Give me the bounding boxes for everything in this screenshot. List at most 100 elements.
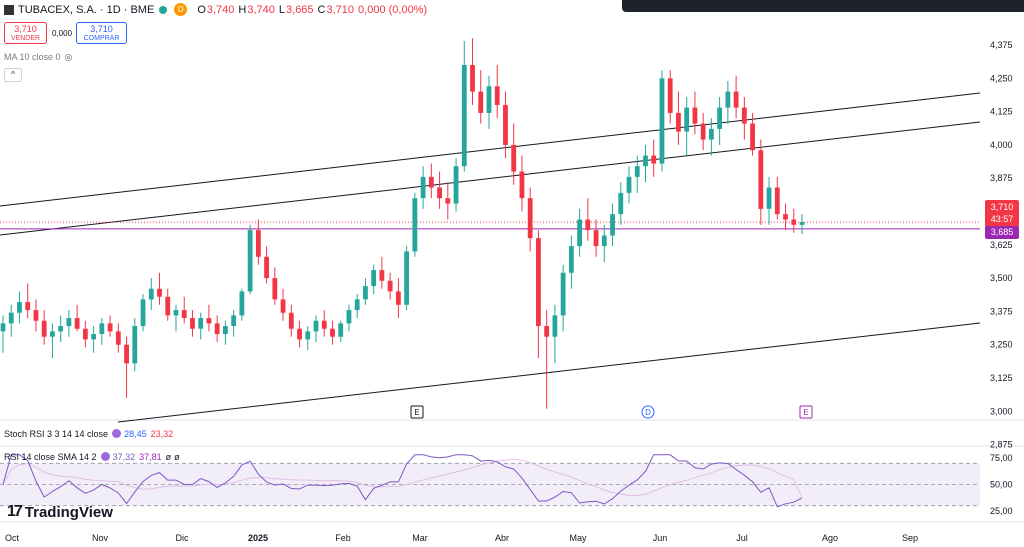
candle-body [560, 272, 566, 316]
last-price: 3,710 [990, 202, 1014, 212]
candle-body [708, 128, 714, 140]
candle-body [766, 187, 772, 209]
low-label: L [278, 3, 286, 16]
candle-body [750, 123, 755, 151]
dividend-marker [641, 405, 655, 419]
candle-body [387, 280, 393, 292]
candle-body [338, 323, 344, 337]
candle-body [395, 291, 401, 305]
rsi-legend[interactable]: RSI 14 close SMA 14 2 37,32 37,81 ø ø [4, 452, 183, 462]
sell-price: 3,710 [14, 24, 37, 34]
time-tick: Jul [736, 533, 748, 543]
candle-body [115, 331, 121, 345]
candle-body [165, 296, 171, 316]
spread-value: 0,000 [52, 29, 73, 38]
tradingview-mark-icon: 17 [7, 503, 23, 520]
candle-body [634, 166, 640, 177]
candle-body [58, 326, 64, 332]
candle-body [50, 331, 55, 337]
sell-label: VENDER [10, 35, 41, 42]
tradingview-logo[interactable]: 17 TradingView [7, 503, 113, 521]
countdown: 43:57 [990, 214, 1014, 224]
candle-body [486, 86, 492, 113]
candle-body [17, 302, 22, 313]
candle-body [676, 112, 681, 132]
indicator-settings-icon[interactable] [100, 452, 110, 461]
low-value: 3,665 [286, 3, 314, 16]
candle-body [198, 318, 204, 329]
candle-body [651, 155, 657, 164]
candle-body [659, 78, 665, 164]
candle-body [478, 91, 484, 113]
candle-body [272, 278, 278, 300]
candle-body [124, 344, 129, 364]
candle-body [684, 107, 690, 132]
indicator-settings-icon[interactable] [112, 429, 122, 438]
price-tick: 4,375 [990, 40, 1013, 50]
delay-badge[interactable]: D [174, 3, 188, 16]
candle-body [223, 326, 228, 335]
rsi-sma-line [2, 458, 803, 498]
stoch-d-value: 23,32 [150, 429, 174, 439]
candle-body [91, 334, 97, 340]
symbol-header: TUBACEX, S.A. · 1D · BME D O 3,740 H 3,740… [4, 3, 431, 16]
candle-body [527, 198, 533, 239]
candle-body [181, 310, 187, 319]
candle-body [420, 176, 426, 199]
time-tick: Sep [902, 533, 918, 543]
time-tick: Ago [822, 533, 838, 543]
price-tick: 3,125 [990, 373, 1013, 383]
candle-body [437, 187, 442, 199]
buy-button[interactable]: 3,710 COMPRAR [76, 22, 127, 44]
high-value: 3,740 [247, 3, 275, 16]
candle-body [758, 150, 764, 209]
candle-body [140, 299, 146, 327]
candle-body [231, 315, 237, 327]
candle-body [494, 86, 500, 105]
open-value: 3,740 [206, 3, 235, 16]
channel-line [0, 121, 981, 236]
brand-name: TradingView [24, 503, 113, 521]
rsi-extra-1: ø [165, 452, 172, 462]
earnings-marker [799, 405, 813, 419]
candle-body [725, 91, 731, 108]
candle-body [379, 270, 385, 281]
drawing-toolbar[interactable] [622, 0, 1024, 12]
price-tick: 3,625 [990, 240, 1013, 250]
candle-body [717, 107, 723, 129]
price-tick: 3,000 [990, 406, 1013, 416]
candle-body [692, 107, 698, 124]
candle-body [190, 318, 195, 329]
rsi-tick: 75,00 [990, 453, 1013, 463]
time-tick: Oct [5, 533, 20, 543]
candle-body [264, 256, 269, 279]
candle-body [66, 318, 72, 327]
candle-body [593, 230, 599, 247]
symbol-logo-icon [4, 4, 14, 15]
candle-body [404, 251, 410, 305]
buy-price: 3,710 [90, 24, 113, 34]
candle-body [568, 246, 574, 273]
ma-label: MA 10 close 0 [4, 52, 61, 62]
candle-body [577, 219, 582, 247]
high-label: H [238, 3, 247, 16]
eye-hidden-icon[interactable]: ◎ [64, 52, 73, 62]
candle-body [461, 64, 467, 167]
collapse-legend-button[interactable]: ^ [4, 68, 22, 82]
market-status-icon[interactable] [159, 5, 168, 14]
ma-legend[interactable]: MA 10 close 0 ◎ [4, 52, 72, 63]
last-price-tag: 3,710 43:57 [985, 200, 1019, 227]
rsi-value: 37,32 [112, 452, 136, 462]
candle-body [321, 320, 327, 329]
candle-body [74, 318, 80, 329]
candle-body [774, 187, 780, 215]
symbol-title[interactable]: TUBACEX, S.A. · 1D · BME [18, 3, 155, 16]
open-label: O [197, 3, 206, 16]
stoch-rsi-label: Stoch RSI 3 3 14 14 close [4, 429, 109, 439]
stoch-rsi-legend[interactable]: Stoch RSI 3 3 14 14 close 28,45 23,32 [4, 429, 173, 439]
time-tick: Abr [495, 533, 509, 543]
candle-body [791, 219, 797, 225]
candle-body [601, 235, 607, 247]
sell-button[interactable]: 3,710 VENDER [4, 22, 47, 44]
